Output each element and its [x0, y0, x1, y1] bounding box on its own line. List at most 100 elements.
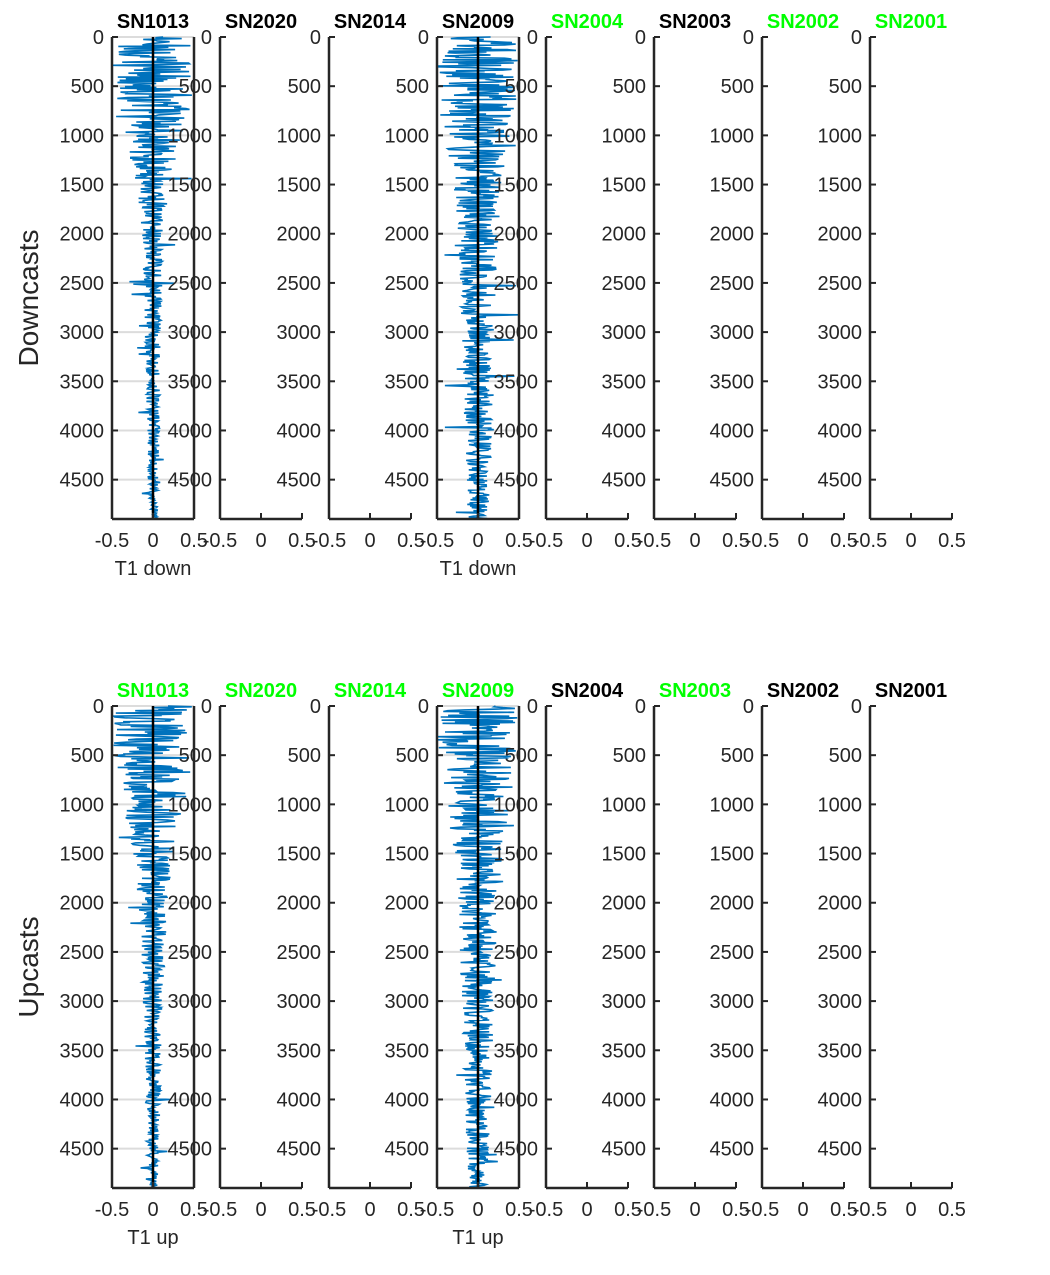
y-tick-label: 2500 [277, 273, 322, 295]
x-axis-label: T1 up [452, 1227, 503, 1249]
y-tick-label: 0 [201, 696, 212, 718]
x-tick-label: -0.5 [420, 1199, 454, 1221]
row-upcasts: Upcasts 0 500 1000 1500 2000 2500 3000 3500 4000 4… [13, 680, 966, 1249]
y-tick-label: 0 [635, 27, 646, 49]
y-tick-label: 0 [418, 696, 429, 718]
y-tick-label: 2000 [60, 893, 105, 915]
panel-title: SN2014 [334, 11, 407, 33]
panel-title: SN2003 [659, 11, 731, 33]
y-tick-label: 500 [71, 745, 104, 767]
y-tick-label: 4000 [494, 1089, 539, 1111]
x-tick-label: 0 [364, 1199, 375, 1221]
y-tick-label: 500 [288, 76, 321, 98]
y-tick-label: 3000 [168, 991, 213, 1013]
panel-title: SN2020 [225, 680, 297, 702]
x-tick-label: 0.5 [938, 530, 966, 552]
y-tick-label: 1000 [60, 794, 105, 816]
y-tick-label: 500 [829, 76, 862, 98]
y-tick-label: 3500 [60, 1040, 105, 1062]
y-tick-label: 0 [310, 696, 321, 718]
y-tick-label: 500 [288, 745, 321, 767]
panel-sn2003: 0 500 1000 1500 2000 2500 3000 3500 4000 4500 -0.5… [602, 11, 750, 552]
y-tick-label: 0 [851, 27, 862, 49]
y-tick-label: 2500 [60, 273, 105, 295]
y-tick-label: 2000 [494, 893, 539, 915]
panel-sn2002: 0 500 1000 1500 2000 2500 3000 3500 4000 4500 -0.5… [710, 680, 858, 1221]
x-tick-label: 0 [797, 1199, 808, 1221]
y-tick-label: 4500 [277, 470, 322, 492]
x-tick-label: -0.5 [203, 530, 237, 552]
x-tick-label: -0.5 [745, 1199, 779, 1221]
y-tick-label: 4000 [602, 1089, 647, 1111]
y-tick-label: 1500 [494, 175, 539, 197]
y-tick-label: 1000 [385, 794, 430, 816]
panel-sn2004: 0 500 1000 1500 2000 2500 3000 3500 4000 4500 -0.5… [494, 11, 642, 552]
y-tick-label: 1500 [602, 175, 647, 197]
y-tick-label: 4000 [385, 1089, 430, 1111]
data-trace [437, 36, 519, 520]
y-tick-label: 0 [635, 696, 646, 718]
y-tick-label: 2500 [277, 942, 322, 964]
y-tick-label: 1500 [60, 175, 105, 197]
y-tick-label: 2000 [710, 893, 755, 915]
y-tick-label: 3500 [818, 1040, 863, 1062]
y-tick-label: 1000 [494, 125, 539, 147]
y-tick-label: 1500 [60, 844, 105, 866]
y-tick-label: 3500 [818, 371, 863, 393]
y-tick-label: 0 [527, 27, 538, 49]
y-tick-label: 3500 [168, 1040, 213, 1062]
y-tick-label: 4500 [710, 470, 755, 492]
y-tick-label: 1000 [168, 794, 213, 816]
y-tick-label: 1500 [602, 844, 647, 866]
y-tick-label: 3000 [385, 322, 430, 344]
y-tick-label: 500 [721, 745, 754, 767]
y-tick-label: 1500 [710, 175, 755, 197]
x-tick-label: -0.5 [95, 1199, 129, 1221]
x-tick-label: -0.5 [853, 1199, 887, 1221]
y-tick-label: 500 [505, 745, 538, 767]
y-tick-label: 1000 [60, 125, 105, 147]
y-tick-label: 3000 [60, 991, 105, 1013]
y-tick-label: 2000 [60, 224, 105, 246]
y-tick-label: 2500 [168, 942, 213, 964]
y-tick-label: 3500 [277, 371, 322, 393]
x-tick-label: 0.5 [722, 1199, 750, 1221]
panel-sn1013: 0 500 1000 1500 2000 2500 3000 3500 4000 4500 -0.5… [60, 680, 208, 1249]
panel-title: SN2020 [225, 11, 297, 33]
y-tick-label: 0 [310, 27, 321, 49]
panel-sn2009: 0 500 1000 1500 2000 2500 3000 3500 4000 4500 -0.5… [385, 680, 533, 1249]
y-tick-label: 4500 [494, 470, 539, 492]
panel-sn2009: 0 500 1000 1500 2000 2500 3000 3500 4000 4500 -0.5… [385, 11, 533, 580]
panel-title: SN1013 [117, 680, 189, 702]
y-tick-label: 2500 [60, 942, 105, 964]
x-tick-label: 0.5 [938, 1199, 966, 1221]
y-tick-label: 1500 [385, 175, 430, 197]
panel-sn2001: 0 500 1000 1500 2000 2500 3000 3500 4000 4500 -0.5… [818, 680, 966, 1221]
y-tick-label: 4000 [60, 1089, 105, 1111]
y-tick-label: 4000 [277, 1089, 322, 1111]
y-tick-label: 500 [829, 745, 862, 767]
y-tick-label: 1000 [385, 125, 430, 147]
y-tick-label: 3500 [710, 371, 755, 393]
y-tick-label: 4000 [602, 420, 647, 442]
x-tick-label: 0 [472, 1199, 483, 1221]
y-tick-label: 1000 [168, 125, 213, 147]
y-tick-label: 2500 [385, 273, 430, 295]
panel-title: SN2009 [442, 680, 514, 702]
y-tick-label: 4500 [60, 470, 105, 492]
y-tick-label: 2500 [602, 942, 647, 964]
y-tick-label: 3000 [710, 322, 755, 344]
panel-sn2001: 0 500 1000 1500 2000 2500 3000 3500 4000 4500 -0.5… [818, 11, 966, 552]
panels: Downcasts 0 500 1000 1500 2000 2500 3000 3500 400… [13, 11, 966, 1249]
panel-sn2014: 0 500 1000 1500 2000 2500 3000 3500 4000 4500 -0.5… [277, 680, 425, 1221]
y-tick-label: 4500 [277, 1139, 322, 1161]
y-tick-label: 3500 [60, 371, 105, 393]
y-tick-label: 4500 [602, 1139, 647, 1161]
y-tick-label: 1000 [277, 125, 322, 147]
x-tick-label: -0.5 [637, 530, 671, 552]
y-tick-label: 2500 [818, 273, 863, 295]
y-tick-label: 4000 [818, 1089, 863, 1111]
panel-title: SN1013 [117, 11, 189, 33]
